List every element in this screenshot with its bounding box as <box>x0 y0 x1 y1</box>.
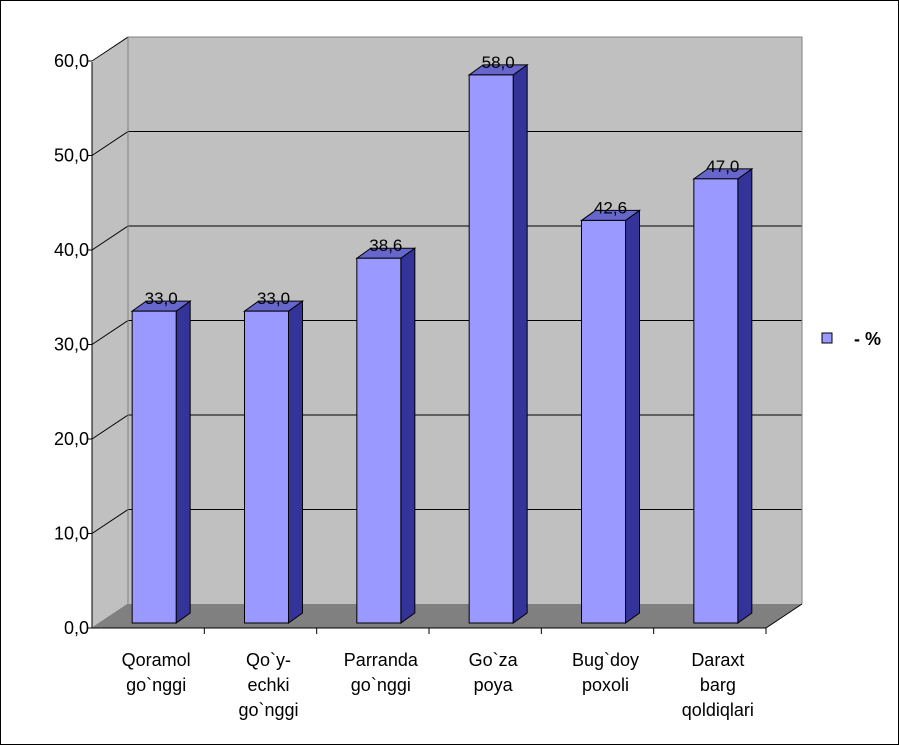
bar-side <box>288 300 303 624</box>
legend: - % <box>821 329 881 349</box>
y-tick-label: 50,0 <box>54 146 89 166</box>
y-tick-label: 40,0 <box>54 240 89 260</box>
bar-front <box>468 74 514 624</box>
x-tick-label: Bug`doy <box>572 650 639 670</box>
data-label: 38,6 <box>369 236 402 255</box>
data-label: 33,0 <box>257 289 290 308</box>
side-gridline <box>91 225 129 251</box>
x-tick-label: barg <box>700 675 736 695</box>
data-label: 58,0 <box>482 53 515 72</box>
gridlines <box>91 36 803 629</box>
x-tick-label: go`nggi <box>126 675 186 695</box>
legend-label: - % <box>854 329 881 349</box>
side-gridline <box>91 509 129 534</box>
x-tick-label: poya <box>474 675 514 695</box>
bar-side <box>175 300 191 624</box>
bar-front <box>356 257 402 624</box>
x-tick-label: poxoli <box>582 675 629 695</box>
y-tick-label: 0,0 <box>64 618 89 638</box>
bar <box>355 247 417 624</box>
data-label: 33,0 <box>145 289 178 308</box>
x-tick-label: go`nggi <box>351 675 411 695</box>
side-gridline <box>91 414 129 440</box>
x-tick-label: Qo`y- <box>246 650 291 670</box>
bar <box>242 300 305 624</box>
floor-edge <box>765 603 803 629</box>
bar-side <box>512 63 528 624</box>
bar <box>130 300 192 624</box>
bar <box>467 63 529 624</box>
bar-side <box>737 167 753 624</box>
side-gridline <box>91 36 129 62</box>
bar-side <box>625 209 640 624</box>
x-tick-label: qoldiqlari <box>682 700 754 720</box>
bar-front <box>244 310 289 624</box>
y-tick-label: 10,0 <box>54 524 89 544</box>
y-axis-ticks: 0,0 10,0 20,0 30,0 40,0 50,0 60,0 <box>54 51 92 638</box>
bar <box>692 167 754 624</box>
bar-front <box>693 178 739 624</box>
x-tick-label: echki <box>247 675 289 695</box>
wall-outline <box>127 36 803 604</box>
y-tick-label: 30,0 <box>54 335 89 355</box>
x-tick-label: Qoramol <box>122 650 191 670</box>
x-tick-label: Daraxt <box>691 650 744 670</box>
bar-front <box>581 219 626 624</box>
x-tick-label: Go`za <box>469 650 519 670</box>
side-gridline <box>91 131 129 156</box>
data-label: 47,0 <box>706 157 739 176</box>
y-tick-label: 20,0 <box>54 429 89 449</box>
bars <box>130 63 754 624</box>
bar-side <box>400 247 416 624</box>
bar-front <box>131 310 177 624</box>
data-label: 42,6 <box>594 198 627 217</box>
bar <box>579 209 642 624</box>
y-tick-label: 60,0 <box>54 51 89 71</box>
legend-swatch <box>821 332 833 344</box>
x-tick-label: go`nggi <box>238 700 298 720</box>
x-axis-ticks: Qoramol go`nggi Qo`y-echki go`nggi Parranda g… <box>122 628 767 720</box>
x-tick-label: Parranda <box>344 650 419 670</box>
floor-edge <box>91 603 129 629</box>
data-labels: 33,0 33,0 38,6 58,0 42,6 47,0 <box>145 53 740 308</box>
side-gridline <box>91 320 129 345</box>
